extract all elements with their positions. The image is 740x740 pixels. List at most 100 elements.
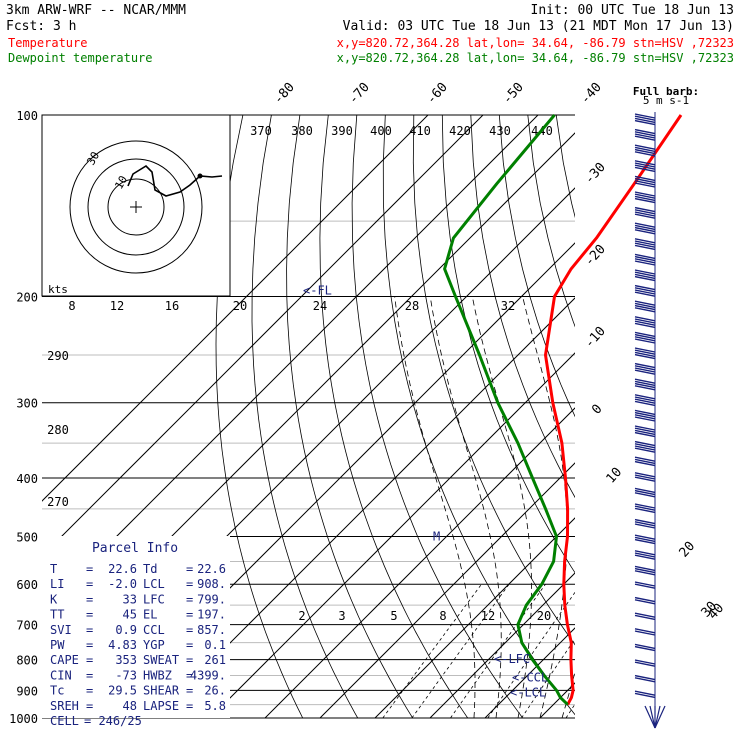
parcel-value: 48	[123, 699, 137, 713]
wind-barb	[634, 242, 656, 248]
wind-barb	[634, 659, 656, 665]
isotherm-label: 0	[589, 402, 605, 418]
wind-barb	[634, 492, 656, 498]
wind-barb	[634, 567, 656, 574]
wind-barb	[634, 550, 656, 556]
lfc-marker: <-LFC	[494, 652, 530, 666]
wind-barb	[634, 302, 656, 309]
theta-label: 430	[489, 124, 511, 138]
mixing-ratio-label: 8	[439, 609, 446, 623]
wind-barb	[634, 474, 656, 480]
isotherm-label: -80	[271, 80, 298, 107]
wind-barb	[634, 133, 656, 139]
parcel-value: 5.8	[204, 699, 226, 713]
temperature-legend-label: Temperature	[8, 36, 87, 50]
isotherm-label: 10	[604, 465, 626, 487]
wind-barb	[634, 394, 656, 400]
theta-label: 380	[291, 124, 313, 138]
wind-barb-surface	[644, 705, 656, 729]
dry-adiabat-line	[286, 115, 414, 718]
init-time: Init: 00 UTC Tue 18 Jun 13	[531, 3, 735, 18]
wind-barb	[634, 160, 656, 166]
wind-barb	[634, 353, 656, 360]
wind-barb	[634, 195, 656, 202]
wind-barb	[634, 503, 656, 509]
wind-barb	[634, 411, 656, 418]
parcel-key: PW	[50, 638, 65, 652]
pressure-label: 1000	[9, 712, 38, 726]
freezing-level-marker: <-FL	[303, 284, 332, 298]
wind-barb	[634, 213, 656, 219]
parcel-value: 197.	[197, 608, 226, 622]
parcel-value: 857.	[197, 623, 226, 637]
wind-barb	[634, 674, 656, 681]
wind-barb	[634, 244, 656, 251]
wind-barb	[634, 427, 656, 433]
wind-barb	[634, 331, 656, 338]
theta-label: 390	[331, 124, 353, 138]
wind-barb	[634, 614, 656, 621]
wind-barb	[634, 690, 656, 696]
hodograph-speed-label: 32	[501, 299, 515, 313]
hodograph-speed-label: 12	[110, 299, 124, 313]
wind-barb	[634, 507, 656, 514]
wind-barb	[634, 289, 656, 295]
wind-barb	[634, 193, 656, 199]
wind-barb	[634, 175, 656, 182]
wind-barb	[634, 226, 656, 233]
parcel-value: 4399.	[190, 668, 226, 682]
ccl-marker: <-CCL	[512, 671, 548, 685]
isotherm-label: 20	[677, 539, 699, 561]
pressure-label: 400	[16, 472, 38, 486]
moist-adiabat-line	[606, 297, 721, 719]
dry-adiabat-line	[527, 115, 575, 328]
moist-adiabat-line	[561, 670, 575, 718]
wind-barb	[634, 538, 656, 545]
wind-barb	[634, 518, 656, 525]
hodograph-point	[197, 173, 203, 179]
wind-barb	[634, 322, 656, 329]
wind-barb	[634, 211, 656, 217]
wind-barb	[634, 316, 656, 322]
wind-barb	[634, 447, 656, 453]
hodograph-speed-label: 8	[68, 299, 75, 313]
hodograph-ring-label: 10	[112, 174, 130, 192]
dry-adiabat-line	[215, 115, 304, 718]
wind-barb	[634, 409, 656, 416]
model-title: 3km ARW-WRF -- NCAR/MMM	[6, 3, 186, 18]
parcel-key: LCL	[143, 577, 165, 591]
wind-barb	[634, 382, 656, 389]
wind-barb	[634, 166, 656, 173]
parcel-eq: =	[186, 592, 193, 606]
theta-label: 370	[250, 124, 272, 138]
wind-barb	[634, 260, 656, 266]
dry-adiabat-line	[727, 115, 740, 718]
dry-adiabat-line	[351, 115, 524, 718]
wind-barb	[634, 425, 656, 431]
parcel-key: LI	[50, 577, 64, 591]
wind-barb	[634, 581, 656, 587]
wind-barbs	[634, 112, 666, 729]
lcl-marker: <-LCL	[510, 686, 546, 700]
mixing-ratio-label: 12	[481, 609, 495, 623]
theta-dry-label: 290	[47, 349, 69, 363]
sounding-curves: <-FL <-LFC <-CCL<-LCL M	[303, 114, 683, 706]
wind-barb	[634, 307, 656, 313]
dewpoint-legend-info: x,y=820.72,364.28 lat,lon= 34.64, -86.79…	[337, 51, 734, 65]
wind-barb	[634, 269, 656, 275]
isotherm-line	[264, 407, 575, 718]
dry-adiabat-line	[670, 115, 740, 718]
wind-barb	[634, 347, 656, 353]
parcel-value: -2.0	[108, 577, 137, 591]
wind-barb	[634, 400, 656, 407]
temperature-legend-info: x,y=820.72,364.28 lat,lon= 34.64, -86.79…	[337, 36, 734, 50]
theta-label: 400	[370, 124, 392, 138]
parcel-value: 0.1	[204, 638, 226, 652]
pressure-label: 800	[16, 654, 38, 668]
isotherm-label: -30	[582, 160, 609, 187]
wind-barb	[634, 144, 656, 150]
theta-label: 420	[449, 124, 471, 138]
forecast-hour: Fcst: 3 h	[6, 19, 76, 34]
parcel-value: 799.	[197, 592, 226, 606]
wind-barb	[634, 162, 656, 168]
